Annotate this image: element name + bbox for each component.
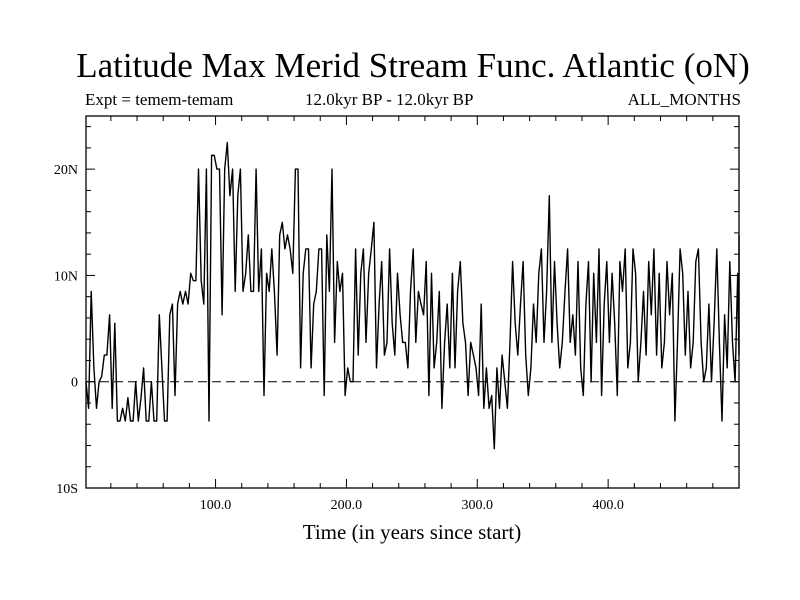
months-label: ALL_MONTHS <box>627 90 741 109</box>
series-layer <box>85 141 740 450</box>
x-tick-label: 200.0 <box>331 498 363 513</box>
x-tick-label: 300.0 <box>462 498 494 513</box>
x-tick-label: 100.0 <box>200 498 232 513</box>
y-tick-label: 10S <box>56 482 78 497</box>
y-tick-label: 20N <box>54 163 78 178</box>
x-axis-label: Time (in years since start) <box>303 520 522 544</box>
y-tick-label: 10N <box>54 269 78 284</box>
experiment-label: Expt = temem-temam <box>85 90 234 109</box>
x-tick-label: 400.0 <box>592 498 624 513</box>
tick-layer: 100.0 200.0 300.0 400.0 10S 0 10N 20N <box>54 116 739 513</box>
y-tick-label: 0 <box>71 376 78 391</box>
series-line <box>85 141 740 450</box>
plot-frame <box>85 115 740 489</box>
period-label: 12.0kyr BP - 12.0kyr BP <box>305 90 474 109</box>
chart-title: Latitude Max Merid Stream Func. Atlantic… <box>76 46 750 85</box>
